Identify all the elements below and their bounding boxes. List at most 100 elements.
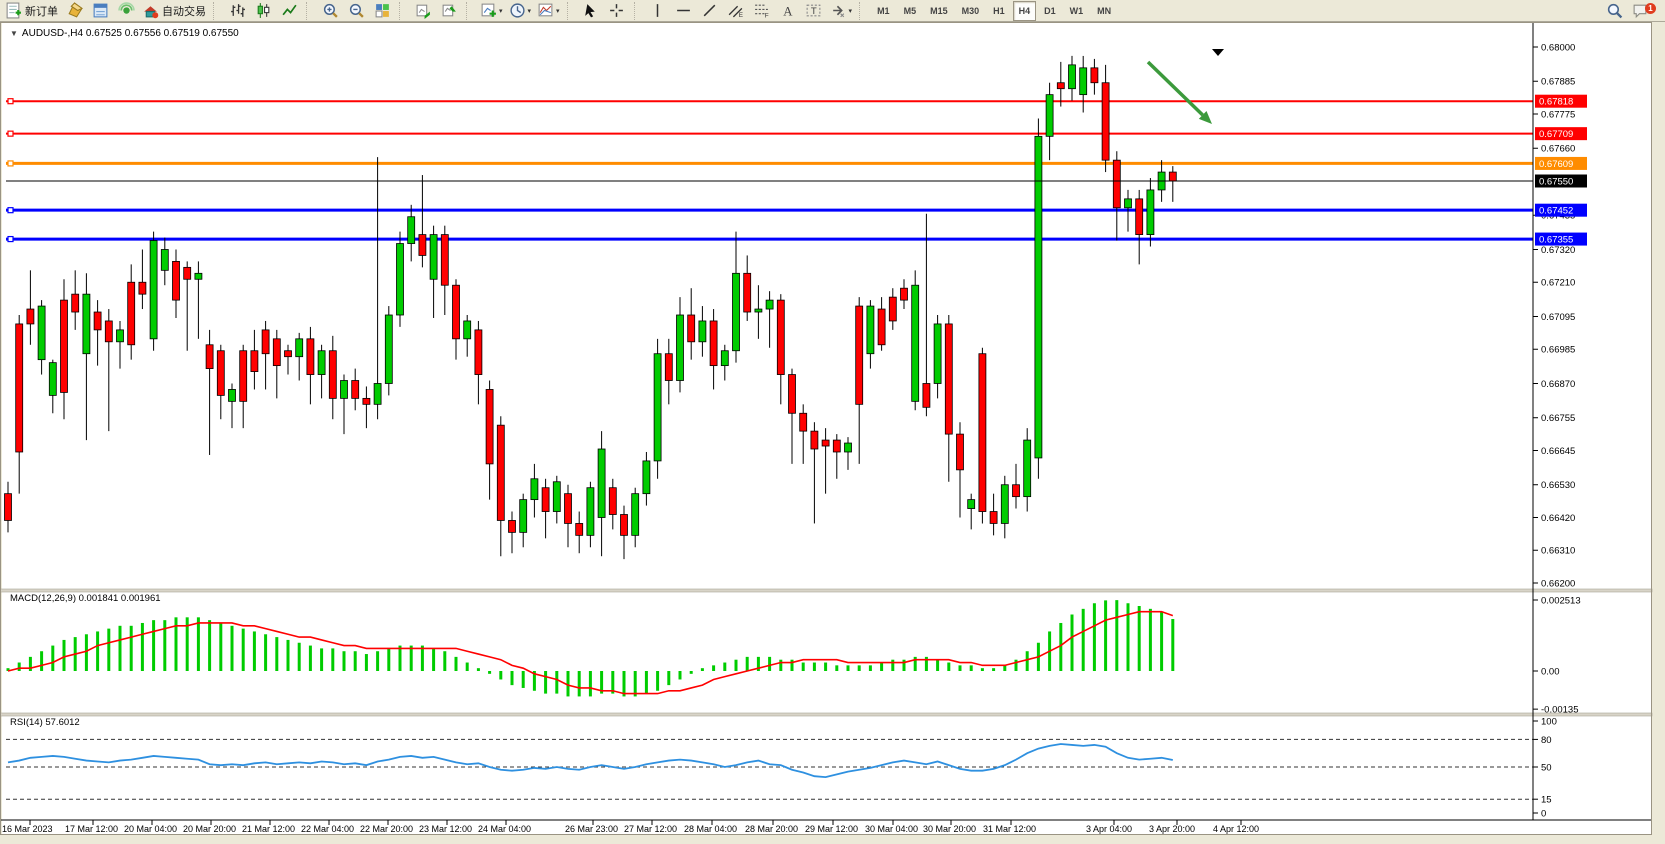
candle-body [866, 305, 875, 355]
toolbar-separator [633, 1, 642, 20]
svg-text:E: E [739, 12, 743, 19]
channel-button[interactable]: E [723, 0, 749, 22]
crosshair-button[interactable] [604, 0, 630, 22]
arrange-down-icon [442, 4, 456, 17]
chart-shift-marker[interactable] [1212, 49, 1224, 56]
timeframe-button-w1[interactable]: W1 [1069, 5, 1084, 16]
cursor-button[interactable] [578, 0, 604, 22]
hline-handle[interactable] [7, 130, 14, 137]
hline-handle[interactable] [7, 207, 14, 214]
candle-body [732, 272, 740, 352]
templates-button[interactable]: ▾ [534, 0, 563, 22]
new-order-button[interactable]: 新订单 [2, 0, 61, 22]
timeframe-button-h1[interactable]: H1 [993, 5, 1005, 16]
chart-window-button[interactable] [61, 0, 87, 22]
zoom-out-button[interactable] [343, 0, 369, 22]
timeframe-button-mn[interactable]: MN [1097, 5, 1112, 16]
svg-text:T: T [811, 6, 817, 17]
candle-body [776, 299, 785, 375]
candlestick-chart-button[interactable] [250, 0, 276, 22]
chevron-down-icon[interactable]: ▾ [527, 7, 532, 15]
chart-background[interactable] [2, 23, 1652, 835]
price-badge-label: 0.67609 [1539, 159, 1573, 170]
line-chart-button[interactable] [276, 0, 302, 22]
strategy-tester-button[interactable] [113, 0, 139, 22]
time-axis-label: 29 Mar 12:00 [805, 824, 858, 834]
rsi-axis-label: 50 [1541, 763, 1552, 774]
timeframe-button-m5[interactable]: M5 [903, 5, 917, 16]
chart-canvas[interactable]: 0.680000.678850.677750.676600.674350.673… [0, 22, 1665, 844]
arrange-down-button[interactable] [436, 0, 462, 22]
auto-trading-button[interactable]: 自动交易 [139, 0, 209, 22]
chevron-down-icon[interactable]: ▾ [848, 7, 853, 15]
periods-button[interactable]: ▾ [506, 0, 535, 22]
trend-arrow-head[interactable] [1198, 111, 1212, 124]
trend-arrow-line[interactable] [1146, 60, 1204, 117]
bar-chart-icon [230, 4, 245, 17]
tile-windows-icon [375, 4, 389, 18]
price-tick-label: 0.66530 [1541, 480, 1575, 491]
candle-body [810, 430, 819, 450]
candle-body [508, 520, 516, 533]
trendline-button[interactable] [697, 0, 723, 22]
market-watch-button[interactable] [87, 0, 113, 22]
candle-body [160, 249, 169, 271]
text-label-button[interactable]: T [801, 0, 827, 22]
candles-group [4, 55, 1177, 560]
candle-body [642, 460, 651, 495]
candle-body [116, 329, 124, 343]
candle-body [709, 320, 718, 367]
chevron-down-icon[interactable]: ▾ [556, 7, 560, 15]
fibonacci-button[interactable]: F [749, 0, 775, 22]
rsi-axis-label: 80 [1541, 735, 1552, 746]
search-button[interactable] [1601, 0, 1627, 22]
panel-separator[interactable] [0, 588, 1653, 593]
hline-handle[interactable] [7, 160, 14, 167]
hline-handle[interactable] [7, 98, 14, 105]
notifications-button[interactable]: 1 [1627, 0, 1656, 22]
candle-body [463, 320, 472, 340]
price-tick-label: 0.66985 [1541, 345, 1575, 356]
arrange-up-button[interactable] [410, 0, 436, 22]
candle-body [933, 323, 942, 384]
macd-axis-label: -0.00135 [1541, 705, 1579, 716]
tile-windows-button[interactable] [369, 0, 395, 22]
candle-body [37, 305, 46, 361]
candle-body [754, 308, 763, 313]
candle-body [48, 362, 57, 396]
candle-body [1090, 67, 1099, 84]
candle-body [407, 216, 416, 244]
candle-body [664, 353, 673, 381]
cursor-icon [585, 4, 595, 18]
collapse-triangle-icon[interactable]: ▼ [10, 29, 18, 38]
vertical-line-button[interactable] [645, 0, 671, 22]
timeframe-button-m15[interactable]: M15 [930, 5, 948, 16]
bar-chart-button[interactable] [224, 0, 250, 22]
chart-area[interactable]: ▼ AUDUSD-,H4 0.67525 0.67556 0.67519 0.67… [0, 22, 1665, 844]
price-badge-0.67609 [1535, 156, 1587, 170]
line-chart-icon [281, 4, 297, 16]
text-button[interactable]: A [775, 0, 801, 22]
toolbar-separator [306, 1, 314, 20]
chevron-down-icon[interactable]: ▾ [499, 7, 503, 15]
new-order-button-label: 新订单 [25, 5, 58, 18]
candlestick-icon [257, 3, 269, 18]
candle-body [82, 293, 91, 355]
new-chart-button[interactable]: ▾ [477, 0, 506, 22]
candle-body [698, 320, 707, 343]
clock-icon [509, 3, 525, 18]
candle-body [530, 478, 539, 501]
zoom-in-button[interactable] [317, 0, 343, 22]
price-tick-label: 0.67885 [1541, 77, 1575, 88]
channel-icon: E [728, 5, 743, 19]
panel-separator[interactable] [0, 712, 1653, 717]
hline-handle[interactable] [7, 235, 14, 243]
horizontal-line-button[interactable] [671, 0, 697, 22]
candle-body [799, 412, 808, 432]
timeframe-button-m30[interactable]: M30 [961, 5, 980, 16]
price-badge-label: 0.67818 [1539, 97, 1573, 108]
timeframe-button-m1[interactable]: M1 [877, 5, 890, 16]
shapes-button[interactable]: ▾ [827, 0, 856, 22]
timeframe-button-d1[interactable]: D1 [1044, 5, 1056, 16]
timeframe-button-h4[interactable]: H4 [1012, 0, 1037, 21]
